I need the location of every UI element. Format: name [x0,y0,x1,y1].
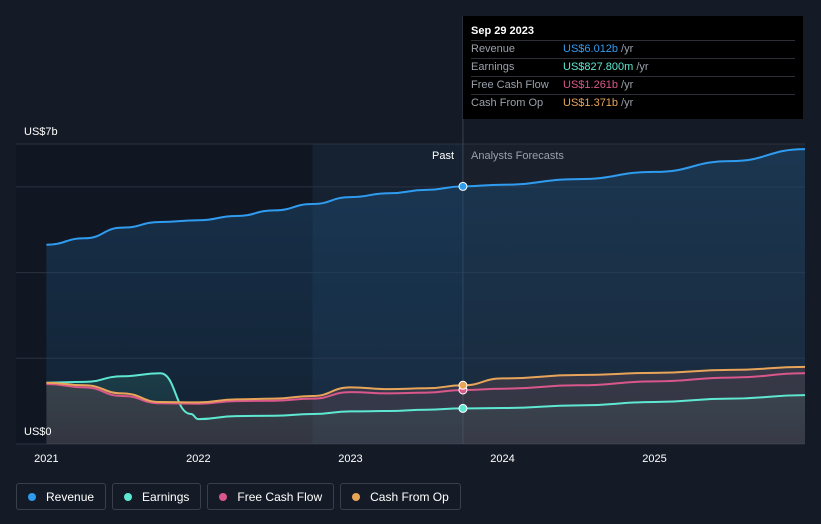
tooltip-row-unit: /yr [621,43,634,55]
tooltip-row-cash-from-op: Cash From Op US$1.371b /yr [471,94,795,112]
tooltip-row-name: Cash From Op [471,97,544,109]
legend-item-earnings[interactable]: Earnings [112,483,202,510]
cash-from-op-area [46,366,805,444]
earnings-line [46,372,806,421]
tooltip-row-revenue: Revenue US$6.012b /yr [471,40,795,58]
legend-label: Cash From Op [370,489,449,504]
tooltip-row-unit: /yr [636,61,649,73]
tooltip-row-unit: /yr [621,97,634,109]
x-tick-label: 2022 [186,453,210,465]
revenue-marker [458,181,468,191]
y-axis-max-label: US$7b [24,126,58,138]
tooltip-row-value: US$1.371b [563,97,619,109]
tooltip-row-unit: /yr [621,79,634,91]
tooltip-row-name: Earnings [471,61,515,73]
legend-dot-icon [124,492,133,501]
legend-label: Free Cash Flow [237,489,323,504]
revenue-line [46,148,806,246]
legend-label: Earnings [142,489,190,504]
legend-dot-icon [28,492,36,501]
tooltip-date: Sep 29 2023 [471,25,534,37]
x-tick-label: 2025 [642,453,666,465]
cash-from-op-line [46,365,806,404]
legend-dot-icon [352,492,361,501]
x-tick-label: 2024 [490,453,514,465]
tooltip-row-value: US$827.800m [563,61,634,73]
earnings-marker [458,403,468,413]
tooltip-row-value: US$1.261b [563,79,619,91]
x-tick-label: 2023 [338,453,362,465]
legend-dot-icon [219,492,228,501]
forecast-region-label: Analysts Forecasts [471,150,564,162]
legend-item-free-cash-flow[interactable]: Free Cash Flow [207,483,335,510]
earnings-area [46,373,805,444]
tooltip-row-name: Revenue [471,43,516,55]
tooltip-row-earnings: Earnings US$827.800m /yr [471,58,795,76]
legend-item-revenue[interactable]: Revenue [16,483,107,510]
chart-legend: Revenue Earnings Free Cash Flow Cash Fro… [16,483,461,510]
cash-from-op-marker [458,380,468,390]
tooltip-row-free-cash-flow: Free Cash Flow US$1.261b /yr [471,76,795,94]
tooltip-row-name: Free Cash Flow [471,79,549,91]
revenue-area [46,149,805,444]
free-cash-flow-line [46,372,806,405]
legend-item-cash-from-op[interactable]: Cash From Op [340,483,461,510]
past-region-label: Past [432,150,455,162]
y-axis-min-label: US$0 [24,426,52,438]
legend-label: Revenue [46,489,95,504]
tooltip-row-value: US$6.012b [563,43,619,55]
x-tick-label: 2021 [34,453,58,465]
data-tooltip: Sep 29 2023 Revenue US$6.012b /yr Earnin… [463,16,803,119]
